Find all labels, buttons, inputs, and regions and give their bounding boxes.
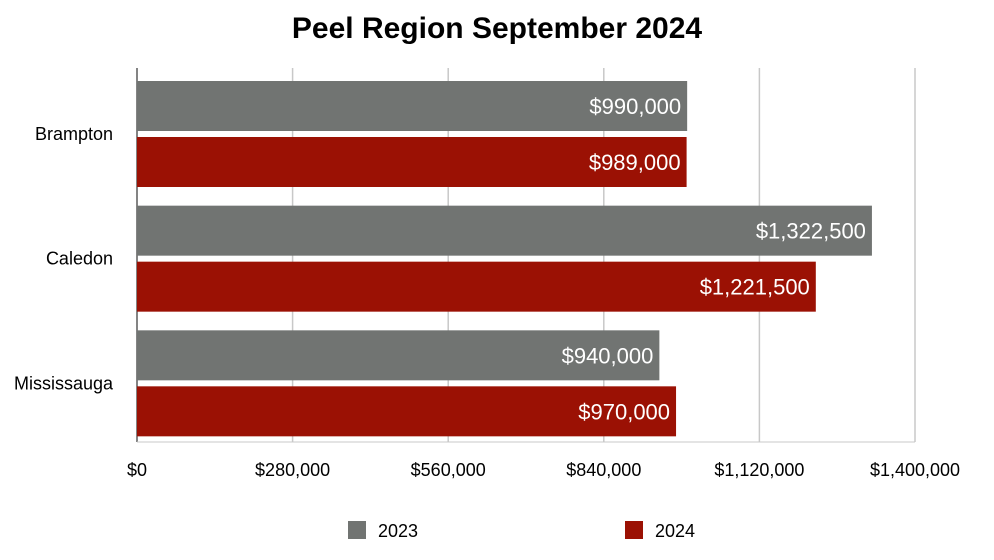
data-label: $989,000 xyxy=(589,150,681,175)
legend-label: 2024 xyxy=(655,521,695,541)
bar xyxy=(137,261,816,312)
category-label: Caledon xyxy=(46,249,113,269)
data-label: $990,000 xyxy=(589,94,681,119)
x-tick-label: $840,000 xyxy=(566,460,641,480)
bar xyxy=(137,386,677,437)
legend-swatch xyxy=(348,521,366,539)
bar xyxy=(137,81,688,131)
category-label: Brampton xyxy=(35,124,113,144)
category-label: Mississauga xyxy=(14,373,114,393)
x-tick-label: $0 xyxy=(127,460,147,480)
bar xyxy=(137,330,660,381)
chart-title: Peel Region September 2024 xyxy=(291,12,703,45)
x-tick-label: $1,120,000 xyxy=(714,460,804,480)
legend-swatch xyxy=(625,521,643,539)
data-label: $1,322,500 xyxy=(756,219,866,244)
bar xyxy=(137,205,872,256)
x-tick-label: $560,000 xyxy=(411,460,486,480)
x-tick-label: $1,400,000 xyxy=(870,460,960,480)
data-label: $1,221,500 xyxy=(700,275,810,300)
x-tick-label: $280,000 xyxy=(255,460,330,480)
bar xyxy=(137,137,687,187)
data-label: $940,000 xyxy=(562,343,654,368)
data-label: $970,000 xyxy=(578,399,670,424)
legend-label: 2023 xyxy=(378,521,418,541)
